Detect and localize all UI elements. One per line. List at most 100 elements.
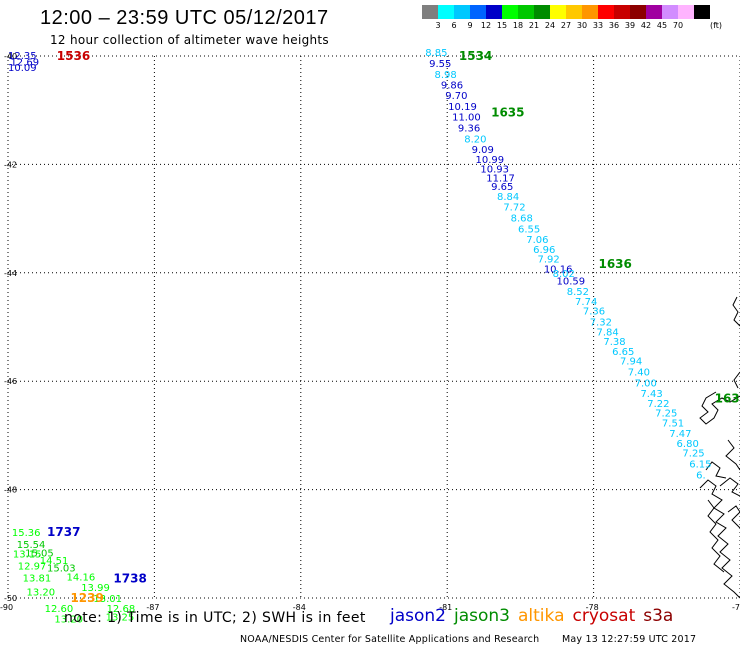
swh-value: 13.99 bbox=[81, 583, 110, 594]
pass-time-label: 1738 bbox=[113, 571, 146, 585]
swh-value: 10.93 bbox=[480, 165, 509, 176]
legend-swatch bbox=[678, 5, 694, 19]
credit-line: NOAA/NESDIS Center for Satellite Applica… bbox=[240, 634, 540, 645]
swh-value: 8.68 bbox=[511, 214, 533, 225]
lon-tick-label: -81 bbox=[439, 603, 452, 612]
legend-label: 39 bbox=[624, 21, 636, 30]
swh-value: 15.03 bbox=[47, 564, 76, 575]
legend-swatch bbox=[422, 5, 438, 19]
legend-label: 18 bbox=[512, 21, 524, 30]
legend-label: 27 bbox=[560, 21, 572, 30]
lon-tick-label: -75 bbox=[732, 603, 740, 612]
swh-value: 6.15 bbox=[689, 460, 711, 471]
legend-label: 24 bbox=[544, 21, 556, 30]
coastline-segment bbox=[732, 296, 740, 327]
swh-value: 15.54 bbox=[17, 540, 46, 551]
swh-value: 13.25 bbox=[106, 612, 135, 623]
swh-value: 8.02 bbox=[553, 269, 575, 280]
swh-value: 7.94 bbox=[620, 357, 642, 368]
pass-time-label: 1635 bbox=[491, 105, 524, 119]
legend-swatch bbox=[582, 5, 598, 19]
satellite-jason3: jason3 bbox=[454, 606, 510, 626]
swh-value: 6.96 bbox=[533, 245, 555, 256]
legend-swatch bbox=[518, 5, 534, 19]
axis-ticks: -90 -87 -84 -81 -78 -75 -40 -42 -44 -46 -48 -50 bbox=[0, 52, 740, 612]
swh-value: 7.06 bbox=[526, 235, 548, 246]
swh-value: 8.84 bbox=[497, 192, 519, 203]
swh-value: 15.36 bbox=[12, 528, 41, 539]
map-title: 12:00 – 23:59 UTC 05/12/2017 bbox=[40, 7, 329, 29]
legend-swatch bbox=[614, 5, 630, 19]
swh-value: 7.72 bbox=[503, 203, 525, 214]
swh-value: 12.35 bbox=[8, 51, 37, 62]
legend-label: 15 bbox=[496, 21, 508, 30]
lat-tick-label: -44 bbox=[4, 269, 17, 278]
legend-label: 6 bbox=[451, 21, 457, 30]
swh-value: 12.97 bbox=[18, 561, 47, 572]
legend-swatch bbox=[470, 5, 486, 19]
swh-value: 9.36 bbox=[458, 124, 480, 135]
swh-value: 7.92 bbox=[537, 255, 559, 266]
satellite-legend: jason2 jason3 altika cryosat s3a bbox=[390, 606, 673, 626]
lat-tick-label: -40 bbox=[4, 52, 17, 61]
legend-label: 3 bbox=[435, 21, 441, 30]
swh-value: 13.01 bbox=[93, 594, 122, 605]
swh-value: 15.05 bbox=[25, 548, 54, 559]
legend-label: 9 bbox=[467, 21, 473, 30]
swh-value: 13.20 bbox=[54, 615, 83, 626]
map-subtitle: 12 hour collection of altimeter wave hei… bbox=[50, 33, 329, 47]
swh-value: 6.65 bbox=[612, 347, 634, 358]
coastline-segment bbox=[699, 479, 740, 599]
swh-value: 7.43 bbox=[640, 389, 662, 400]
lat-tick-label: -42 bbox=[4, 160, 17, 169]
legend-label: 42 bbox=[640, 21, 652, 30]
swh-value: 7.51 bbox=[662, 418, 684, 429]
pass-time-label: 1239 bbox=[70, 591, 103, 605]
satellite-jason2: jason2 bbox=[390, 606, 446, 626]
swh-value: 14.16 bbox=[67, 572, 96, 583]
coastline-segment bbox=[699, 391, 740, 425]
swh-value: 7.84 bbox=[597, 327, 619, 338]
legend-label: 30 bbox=[576, 21, 588, 30]
legend-unit: (ft) bbox=[710, 21, 723, 30]
legend-swatch bbox=[662, 5, 678, 19]
swh-value: 7.74 bbox=[575, 297, 597, 308]
lat-tick-label: -46 bbox=[4, 377, 17, 386]
swh-value: 7.00 bbox=[635, 378, 657, 389]
swh-value: 7.40 bbox=[628, 367, 650, 378]
lat-tick-label: -50 bbox=[4, 594, 17, 603]
swh-value: 8.20 bbox=[464, 134, 486, 145]
pass-time-label: 1534 bbox=[459, 49, 492, 63]
swh-value: 10.59 bbox=[557, 276, 586, 287]
swh-value: 8.52 bbox=[567, 287, 589, 298]
footnote: note: 1) Time is in UTC; 2) SWH is in fe… bbox=[64, 610, 366, 626]
pass-time-label: 1737 bbox=[47, 525, 80, 539]
pass-time-label: 1637 bbox=[715, 392, 740, 406]
swh-value: 6.80 bbox=[677, 439, 699, 450]
swh-value: 6. bbox=[696, 470, 706, 481]
legend-label: 70 bbox=[672, 21, 684, 30]
swh-value: 12.68 bbox=[107, 604, 136, 615]
swh-value: 7.47 bbox=[669, 429, 691, 440]
swh-value: 6.55 bbox=[518, 224, 540, 235]
map-grid bbox=[7, 55, 740, 599]
coastline-segment bbox=[705, 461, 727, 479]
lon-tick-label: -78 bbox=[586, 603, 599, 612]
coastline bbox=[699, 296, 740, 599]
satellite-cryosat: cryosat bbox=[572, 606, 636, 626]
swh-value: 13.15 bbox=[13, 550, 42, 561]
lon-tick-label: -87 bbox=[146, 603, 159, 612]
coastline-segment bbox=[727, 505, 740, 529]
swh-labels: 8.859.558.989.869.7010.1911.009.368.209.… bbox=[8, 48, 712, 625]
legend-swatch bbox=[438, 5, 454, 19]
coastline-segment bbox=[719, 477, 740, 497]
swh-value: 8.98 bbox=[435, 70, 457, 81]
swh-value: 7.38 bbox=[603, 337, 625, 348]
swh-value: 9.86 bbox=[441, 81, 463, 92]
coastline-segment bbox=[707, 499, 725, 573]
pass-time-label: 1636 bbox=[598, 257, 631, 271]
swh-value: 7.32 bbox=[590, 318, 612, 329]
swh-value: 8.85 bbox=[425, 48, 447, 59]
legend-swatch bbox=[550, 5, 566, 19]
